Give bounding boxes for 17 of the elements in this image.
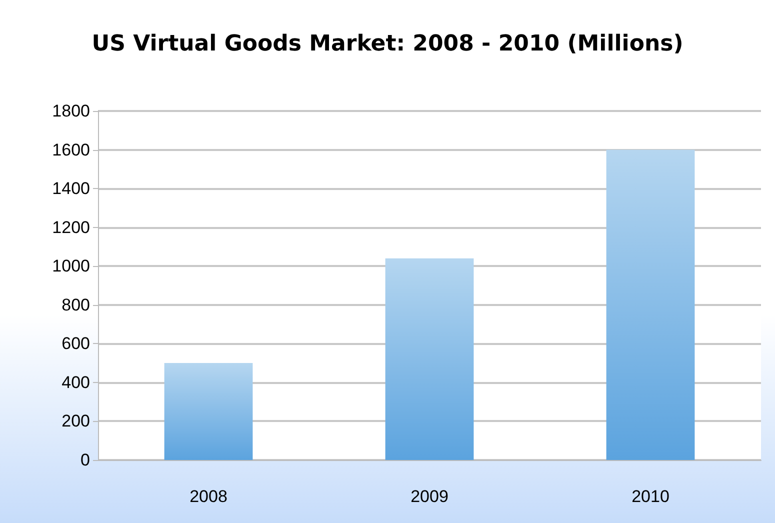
x-tick-label: 2009 xyxy=(410,487,448,506)
y-tick-label: 200 xyxy=(62,412,90,431)
y-tick-label: 1800 xyxy=(52,102,90,120)
y-tick-label: 800 xyxy=(62,295,90,314)
y-tick-label: 0 xyxy=(80,450,90,470)
bar xyxy=(385,258,474,460)
y-tick-label: 1600 xyxy=(52,140,90,160)
bar xyxy=(164,363,253,460)
y-tick-label: 1200 xyxy=(52,218,90,237)
y-tick-label: 1400 xyxy=(52,179,90,198)
x-tick-label: 2008 xyxy=(190,487,228,506)
y-tick-label: 1000 xyxy=(52,256,90,276)
chart-title: US Virtual Goods Market: 2008 - 2010 (Millions) xyxy=(92,32,684,56)
x-tick-label: 2010 xyxy=(632,487,670,506)
y-tick-label: 400 xyxy=(62,372,90,392)
y-tick-label: 600 xyxy=(62,334,90,354)
bar xyxy=(606,150,695,460)
